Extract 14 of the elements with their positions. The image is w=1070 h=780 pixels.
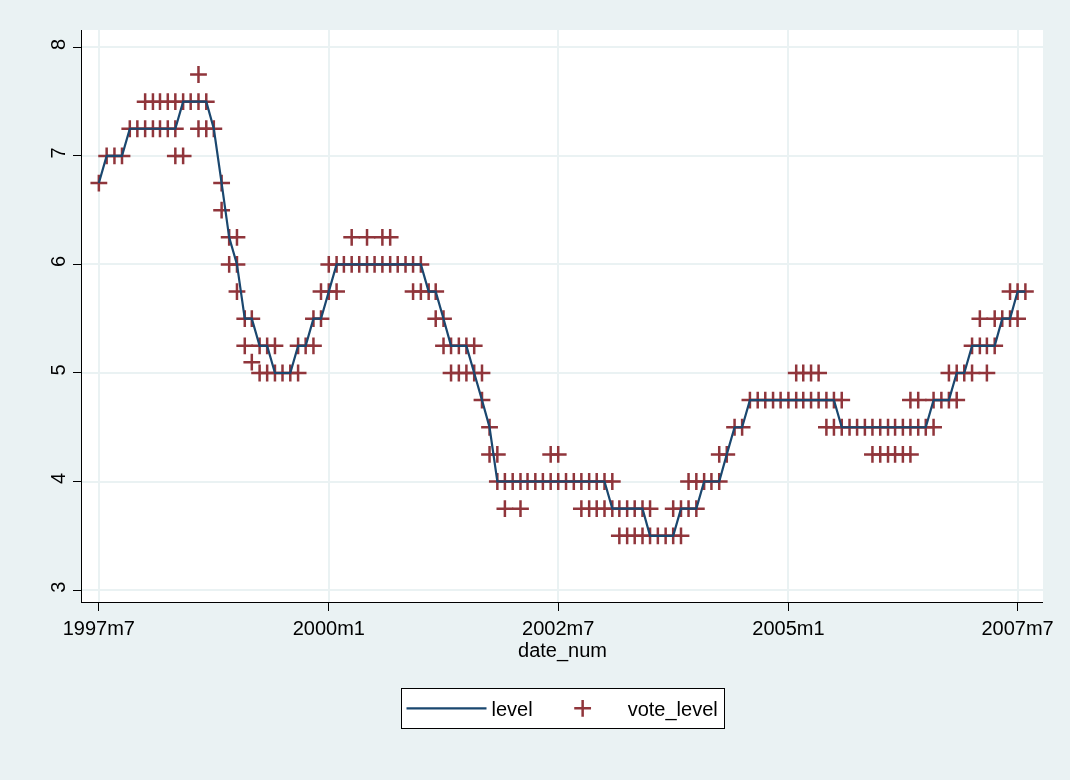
x-axis-title: date_num xyxy=(518,639,607,663)
x-tick-label: 1997m7 xyxy=(62,617,135,640)
y-tick-label: 6 xyxy=(46,255,69,267)
legend-label: vote_level xyxy=(627,698,718,722)
x-tick-label: 2000m1 xyxy=(292,617,365,640)
x-tick-label: 2007m7 xyxy=(981,617,1054,640)
y-tick-label: 7 xyxy=(46,147,69,159)
y-tick-label: 4 xyxy=(46,472,69,485)
y-tick-label: 3 xyxy=(46,581,69,593)
y-tick-label: 8 xyxy=(46,38,69,50)
legend-label: level xyxy=(491,698,533,721)
x-tick-label: 2002m7 xyxy=(522,617,595,640)
y-tick-label: 5 xyxy=(46,364,69,376)
x-tick-label: 2005m1 xyxy=(752,617,825,640)
